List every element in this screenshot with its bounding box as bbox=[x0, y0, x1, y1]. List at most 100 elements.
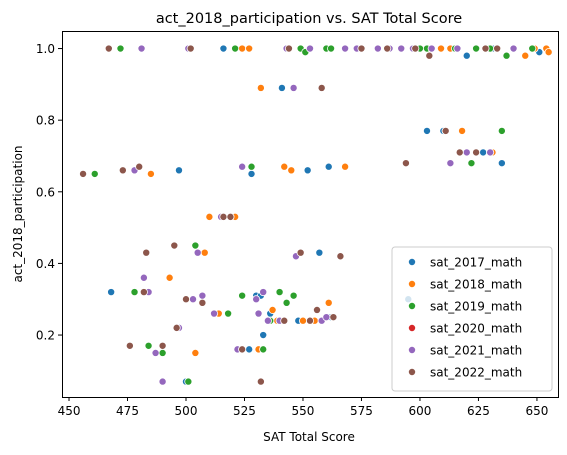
points-layer bbox=[79, 44, 553, 386]
data-point bbox=[336, 252, 345, 261]
data-point bbox=[481, 44, 490, 53]
data-point bbox=[238, 345, 247, 354]
data-point bbox=[245, 44, 254, 53]
legend-marker bbox=[407, 323, 416, 332]
x-tick-label: 625 bbox=[467, 404, 490, 418]
x-tick-label: 650 bbox=[525, 404, 548, 418]
data-point bbox=[116, 44, 125, 53]
data-point bbox=[425, 51, 434, 60]
legend-marker bbox=[407, 367, 416, 376]
data-point bbox=[198, 298, 207, 307]
data-point bbox=[186, 44, 195, 53]
legend-label: sat_2019_math bbox=[430, 300, 522, 314]
data-point bbox=[521, 51, 530, 60]
data-point bbox=[259, 345, 268, 354]
legend: sat_2017_math sat_2018_math sat_2019_maths… bbox=[391, 246, 553, 392]
y-axis-ticks: 0.2 0.4 0.6 0.8 1.0 bbox=[36, 42, 62, 343]
data-point bbox=[238, 291, 247, 300]
x-axis-ticks: 450 475 500 525 550 575 600 625 650 bbox=[58, 397, 548, 418]
data-point bbox=[158, 348, 167, 357]
data-point bbox=[256, 83, 265, 92]
data-point bbox=[289, 83, 298, 92]
data-point bbox=[280, 316, 289, 325]
data-point bbox=[256, 377, 265, 386]
data-point bbox=[467, 159, 476, 168]
data-point bbox=[226, 212, 235, 221]
data-point bbox=[497, 159, 506, 168]
data-point bbox=[305, 316, 314, 325]
data-point bbox=[296, 248, 305, 257]
legend-marker bbox=[407, 345, 416, 354]
data-point bbox=[137, 44, 146, 53]
data-point bbox=[191, 348, 200, 357]
data-point bbox=[139, 288, 148, 297]
data-point bbox=[90, 169, 99, 178]
data-point bbox=[224, 309, 233, 318]
y-axis-label: act_2018_participation bbox=[11, 145, 25, 282]
legend-box bbox=[391, 246, 553, 392]
data-point bbox=[329, 313, 338, 322]
data-point bbox=[287, 166, 296, 175]
data-point bbox=[341, 162, 350, 171]
y-tick-label: 0.2 bbox=[36, 329, 55, 343]
data-point bbox=[130, 288, 139, 297]
data-point bbox=[144, 341, 153, 350]
data-point bbox=[158, 377, 167, 386]
data-point bbox=[486, 148, 495, 157]
data-point bbox=[118, 166, 127, 175]
data-point bbox=[205, 212, 214, 221]
data-point bbox=[401, 159, 410, 168]
x-tick-label: 525 bbox=[233, 404, 256, 418]
data-point bbox=[280, 162, 289, 171]
data-point bbox=[528, 44, 537, 53]
data-point bbox=[544, 48, 553, 57]
data-point bbox=[125, 341, 134, 350]
data-point bbox=[411, 44, 420, 53]
data-point bbox=[315, 248, 324, 257]
data-point bbox=[422, 126, 431, 135]
data-point bbox=[259, 331, 268, 340]
data-point bbox=[509, 44, 518, 53]
data-point bbox=[142, 248, 151, 257]
data-point bbox=[259, 288, 268, 297]
data-point bbox=[479, 148, 488, 157]
data-point bbox=[472, 44, 481, 53]
data-point bbox=[322, 313, 331, 322]
y-tick-label: 1.0 bbox=[36, 42, 55, 56]
data-point bbox=[446, 159, 455, 168]
data-point bbox=[341, 44, 350, 53]
data-point bbox=[247, 162, 256, 171]
data-point bbox=[455, 148, 464, 157]
data-point bbox=[427, 44, 436, 53]
plot-frame bbox=[62, 31, 559, 398]
data-point bbox=[252, 295, 261, 304]
data-point bbox=[245, 345, 254, 354]
data-point bbox=[219, 44, 228, 53]
data-point bbox=[305, 44, 314, 53]
legend-label: sat_2017_math bbox=[430, 256, 522, 270]
legend-label: sat_2018_math bbox=[430, 278, 522, 292]
data-point bbox=[104, 44, 113, 53]
legend-marker bbox=[407, 301, 416, 310]
data-point bbox=[373, 44, 382, 53]
data-point bbox=[170, 241, 179, 250]
data-point bbox=[453, 44, 462, 53]
x-tick-label: 575 bbox=[350, 404, 373, 418]
data-point bbox=[298, 316, 307, 325]
data-point bbox=[158, 341, 167, 350]
data-point bbox=[79, 169, 88, 178]
data-point bbox=[181, 295, 190, 304]
data-point bbox=[172, 323, 181, 332]
data-point bbox=[191, 241, 200, 250]
legend-label: sat_2021_math bbox=[430, 344, 522, 358]
data-point bbox=[184, 377, 193, 386]
data-point bbox=[247, 169, 256, 178]
data-point bbox=[268, 305, 277, 314]
data-point bbox=[313, 305, 322, 314]
data-point bbox=[275, 288, 284, 297]
data-point bbox=[327, 44, 336, 53]
x-tick-label: 475 bbox=[116, 404, 139, 418]
x-axis-label: SAT Total Score bbox=[263, 430, 355, 444]
data-point bbox=[107, 288, 116, 297]
